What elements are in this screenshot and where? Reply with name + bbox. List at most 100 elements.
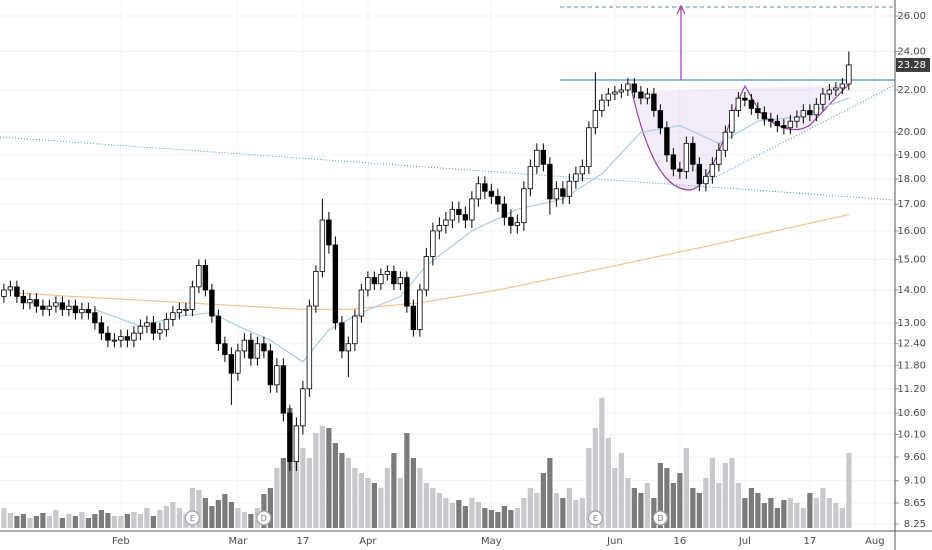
candle-body — [365, 277, 371, 291]
candle-body — [534, 149, 540, 168]
y-tick-label: 19.00 — [897, 150, 926, 161]
candle-body — [228, 354, 235, 374]
x-tick-label: 16 — [673, 536, 686, 547]
y-tick-label: 16.00 — [897, 226, 926, 237]
x-tick-label: Mar — [228, 536, 248, 547]
candle-body — [436, 225, 443, 232]
candle-body — [644, 93, 651, 99]
volume-bar — [332, 443, 338, 528]
candle-body — [560, 188, 566, 197]
candle-body — [144, 322, 150, 327]
candle-body — [631, 83, 638, 93]
grid — [0, 0, 895, 530]
y-tick-label: 8.65 — [904, 498, 926, 509]
volume-bar — [534, 493, 540, 528]
volume-bar — [638, 493, 644, 528]
candle-body — [137, 325, 144, 334]
candle-body — [703, 175, 709, 185]
candle-body — [774, 120, 781, 126]
volume-bar — [59, 518, 65, 528]
volume-bar — [118, 516, 124, 528]
candle-body — [573, 173, 579, 182]
last-price-label: 23.28 — [897, 60, 926, 71]
volume-bar — [157, 510, 163, 528]
candle-body — [553, 188, 560, 200]
volume-bar — [540, 473, 546, 528]
volume-bar — [755, 493, 761, 528]
candle-body — [748, 99, 755, 109]
candle-body — [150, 322, 157, 334]
volume-bar — [319, 426, 325, 528]
candle-body — [566, 180, 573, 197]
volume-bar — [475, 502, 481, 528]
volume-bar — [813, 498, 819, 528]
volume-bar — [527, 488, 533, 528]
candle-body — [235, 350, 241, 374]
volume-bar — [384, 468, 390, 528]
volume-bar — [111, 516, 117, 528]
event-marker — [256, 510, 272, 526]
event-label: E — [593, 514, 598, 523]
volume-bar — [651, 498, 657, 528]
y-tick-label: 14.00 — [897, 285, 926, 296]
volume-bar — [326, 428, 332, 528]
candle-body — [163, 319, 170, 331]
candle-body — [300, 388, 306, 427]
volume-bar — [14, 516, 20, 528]
y-tick-label: 11.20 — [897, 384, 926, 395]
volume-bar — [339, 453, 345, 528]
volume-bar — [267, 488, 273, 528]
candle-body — [46, 305, 53, 310]
volume-bar — [124, 514, 130, 528]
volume-bar — [46, 516, 52, 528]
volume-bar — [820, 488, 826, 528]
y-tick-label: 18.00 — [897, 174, 926, 185]
candle-body — [404, 277, 410, 307]
candle-body — [222, 343, 228, 355]
candle-body — [696, 163, 703, 185]
y-tick-label: 10.10 — [897, 430, 926, 441]
volume-bar — [105, 513, 111, 528]
volume-bar — [670, 483, 676, 528]
volume-bar — [430, 488, 436, 528]
y-tick-label: 24.00 — [897, 46, 926, 57]
candle-body — [488, 190, 495, 197]
candle-body — [202, 265, 209, 291]
candle-body — [469, 198, 475, 221]
volume-bar — [631, 488, 637, 528]
volume-bar — [833, 503, 839, 528]
volume-bar — [417, 468, 423, 528]
volume-bar — [131, 512, 137, 528]
candle-body — [586, 127, 592, 168]
volume-bar — [495, 512, 501, 528]
candle-body — [761, 112, 768, 120]
x-tick-label: Apr — [359, 536, 377, 547]
candle-body — [248, 339, 254, 359]
volume-bar — [293, 428, 299, 528]
volume-bar — [72, 516, 78, 528]
candle-body — [157, 329, 163, 334]
volume-bar — [761, 503, 767, 528]
candle-body — [605, 93, 612, 101]
candle-body — [14, 286, 20, 297]
candle-body — [690, 142, 696, 165]
volume-bar — [241, 512, 247, 528]
candle-body — [501, 203, 508, 218]
candle-body — [326, 219, 332, 246]
candle-body — [358, 289, 365, 317]
volume-bar — [742, 498, 748, 528]
y-tick-label: 10.60 — [897, 408, 926, 419]
volume-bar — [709, 458, 715, 528]
candle-body — [508, 216, 514, 226]
candle-body — [7, 286, 14, 291]
candle-body — [189, 286, 196, 310]
volume-bar — [228, 502, 234, 528]
candle-body — [92, 312, 98, 324]
candle-body — [592, 110, 599, 129]
volume-bar — [202, 498, 208, 528]
volume-bar — [625, 478, 631, 528]
candle-body — [527, 166, 534, 190]
candle-body — [651, 93, 657, 111]
candle-body — [670, 154, 677, 170]
x-tick-label: Aug — [865, 536, 885, 547]
